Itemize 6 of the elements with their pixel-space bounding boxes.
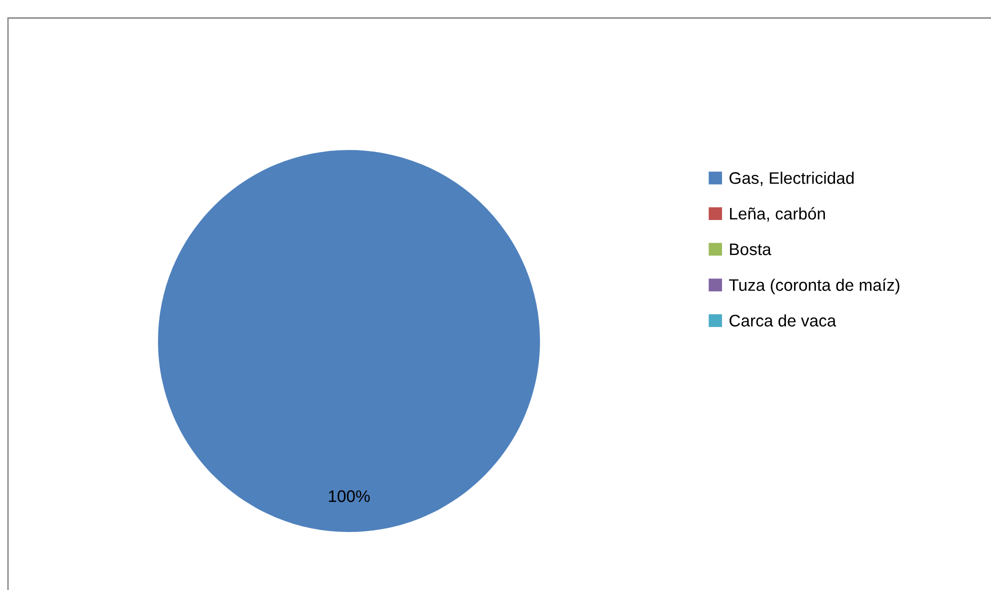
legend-label: Bosta [730, 244, 772, 256]
legend-label: Gas, Electricidad [730, 172, 854, 186]
data-label: 100% [328, 490, 370, 502]
legend-label: Leña, carbón [730, 207, 825, 222]
legend-label: Carca de vaca [730, 314, 836, 327]
legend-label: Tuza (coronta de maíz) [729, 278, 900, 294]
